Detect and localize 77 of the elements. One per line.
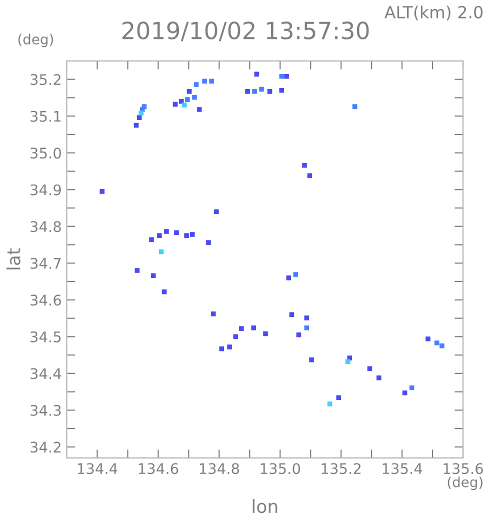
point [209, 78, 214, 84]
point [327, 402, 332, 406]
point [190, 232, 195, 237]
point [267, 89, 272, 94]
point [202, 78, 207, 84]
point [304, 325, 310, 330]
chart-title: 2019/10/02 13:57:30 [122, 22, 369, 42]
x-tick-label: 135.6 [444, 463, 483, 474]
point [252, 89, 257, 94]
y-tick-label: 34.4 [30, 368, 62, 380]
point [336, 395, 342, 400]
x-tick-label: 134.8 [200, 463, 240, 474]
point [426, 336, 430, 342]
point [402, 390, 408, 396]
point [352, 104, 358, 109]
point [227, 344, 232, 350]
point [150, 273, 156, 278]
point [345, 359, 350, 364]
point [367, 366, 372, 372]
y-axis-title: lat [6, 248, 20, 270]
y-tick-label: 35.2 [30, 74, 60, 86]
y-tick-label: 34.7 [30, 258, 61, 269]
point [219, 346, 224, 352]
point [279, 88, 284, 93]
point [174, 230, 179, 236]
point [259, 86, 264, 92]
y-tick-label: 34.6 [30, 294, 61, 306]
point [192, 94, 197, 100]
point [100, 189, 105, 194]
point [134, 268, 140, 273]
point [233, 334, 238, 340]
point [138, 110, 144, 116]
x-tick-label: 135.2 [322, 463, 361, 474]
point [214, 209, 219, 214]
x-tick-label: 134.4 [78, 463, 118, 474]
y-tick-label: 34.8 [30, 221, 61, 232]
point [239, 326, 244, 331]
point [206, 240, 211, 245]
x-axis-title: lon [252, 499, 278, 514]
chart-subtitle: ALT(km) 2.0 [384, 6, 483, 20]
point [182, 102, 187, 108]
y-tick-label: 34.9 [30, 184, 61, 196]
y-tick-label: 34.2 [30, 442, 60, 453]
point [184, 233, 189, 238]
y-tick-label: 35.1 [30, 110, 61, 122]
x-tick-label: 135.4 [382, 463, 422, 474]
point [293, 272, 298, 277]
point [309, 357, 314, 362]
point [157, 233, 162, 238]
x-tick-label: 134.6 [138, 463, 178, 474]
point [194, 82, 199, 87]
point [210, 311, 216, 316]
point [289, 312, 294, 318]
y-tick-label: 34.5 [30, 331, 61, 342]
x-tick-label: 135.0 [260, 463, 300, 474]
point [136, 115, 142, 120]
point [185, 97, 190, 102]
point [186, 89, 192, 94]
text: (deg) [448, 476, 482, 490]
point [196, 107, 202, 112]
y-tick-label: 34.3 [30, 404, 61, 416]
point [263, 331, 268, 336]
point [376, 375, 382, 380]
point [302, 162, 307, 168]
point [284, 74, 289, 79]
point [307, 173, 312, 178]
point [434, 340, 440, 346]
point [279, 74, 284, 79]
point [440, 343, 444, 348]
text: (deg) [18, 34, 54, 48]
point [304, 316, 310, 320]
point [142, 104, 147, 109]
y-tick-label: 35.0 [30, 148, 61, 159]
point [149, 237, 154, 242]
point [164, 229, 169, 234]
point [251, 325, 256, 330]
point [245, 89, 250, 94]
